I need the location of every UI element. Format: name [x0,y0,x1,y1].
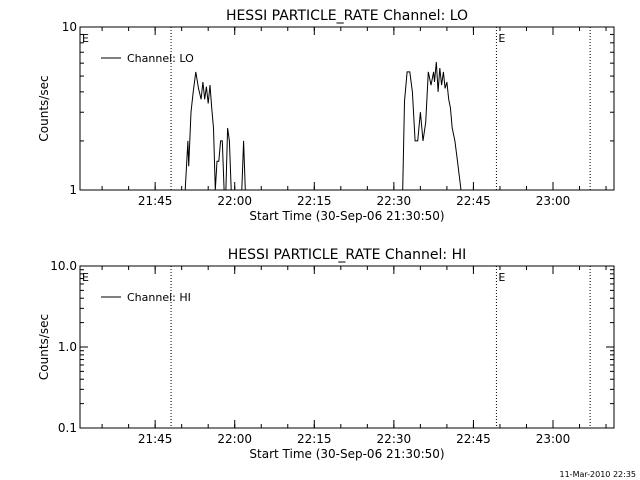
chart-title: HESSI PARTICLE_RATE Channel: LO [226,8,468,24]
event-marker-label: E [82,32,89,45]
x-tick-label: 22:15 [297,432,332,446]
x-axis-label: Start Time (30-Sep-06 21:30:50) [249,447,444,461]
y-tick-label: 1.0 [58,340,77,354]
event-marker-label: E [82,271,89,284]
x-tick-label: 23:00 [536,432,571,446]
series-line [241,140,246,191]
legend-label: Channel: HI [127,291,191,304]
y-axis-label: Counts/sec [37,314,51,380]
x-axis-label: Start Time (30-Sep-06 21:30:50) [249,209,444,223]
y-tick-label: 10.0 [50,259,77,273]
y-axis-label: Counts/sec [37,75,51,141]
x-tick-label: 22:15 [297,194,332,208]
x-tick-label: 21:45 [138,194,173,208]
y-tick-label: 1 [69,183,77,197]
event-marker-label: E [498,271,505,284]
x-tick-label: 21:45 [138,432,173,446]
x-tick-label: 22:45 [456,194,491,208]
y-tick-label: 10 [62,20,77,34]
series-line [184,71,232,191]
event-marker-label: E [498,32,505,45]
x-tick-label: 22:30 [377,194,412,208]
footer-timestamp: 11-Mar-2010 22:35 [559,470,637,479]
legend-label: Channel: LO [127,52,194,65]
chart-title: HESSI PARTICLE_RATE Channel: HI [228,247,466,263]
series-line [402,61,462,191]
y-tick-label: 0.1 [58,421,77,435]
x-tick-label: 22:30 [377,432,412,446]
x-tick-label: 23:00 [536,194,571,208]
x-tick-label: 22:00 [217,432,252,446]
x-tick-label: 22:00 [217,194,252,208]
plot-frame [79,26,615,191]
panel-channel-hi: HESSI PARTICLE_RATE Channel: HI 21:45 22:0… [37,247,615,461]
panel-channel-lo: HESSI PARTICLE_RATE Channel: LO 21:45 22:0… [37,8,615,223]
x-tick-label: 22:45 [456,432,491,446]
